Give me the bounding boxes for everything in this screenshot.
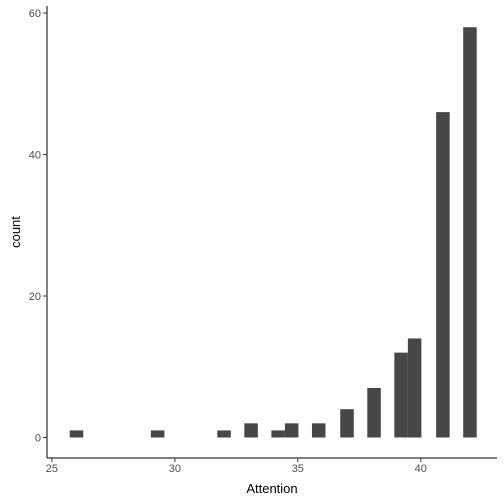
histogram-bar <box>394 352 408 438</box>
bars-group <box>69 27 477 438</box>
axes-group <box>46 6 497 459</box>
histogram-bar <box>284 423 299 438</box>
histogram-bar <box>436 112 450 438</box>
y-tick-label: 60 <box>29 8 41 20</box>
histogram-bar <box>150 430 165 438</box>
y-ticks-group: 0 20 40 60 <box>29 8 47 444</box>
x-tick-label: 30 <box>169 463 181 475</box>
histogram-bar <box>217 430 231 438</box>
x-tick-label: 35 <box>292 463 304 475</box>
y-tick-label: 0 <box>35 432 41 444</box>
histogram-bar <box>463 27 477 438</box>
histogram-bar <box>69 430 84 438</box>
histogram-bar <box>244 423 258 438</box>
histogram-bar <box>367 387 381 438</box>
histogram-bar <box>340 409 354 438</box>
x-ticks-group: 25 30 35 40 <box>46 458 427 475</box>
y-tick-label: 20 <box>29 291 41 303</box>
histogram-bar <box>311 423 326 438</box>
x-tick-label: 25 <box>46 463 58 475</box>
y-tick-label: 40 <box>29 150 41 162</box>
histogram-bar <box>407 338 422 438</box>
x-axis-title: Attention <box>246 481 297 496</box>
histogram-bar <box>271 430 285 438</box>
y-axis-title: count <box>8 216 23 248</box>
x-tick-label: 40 <box>415 463 427 475</box>
